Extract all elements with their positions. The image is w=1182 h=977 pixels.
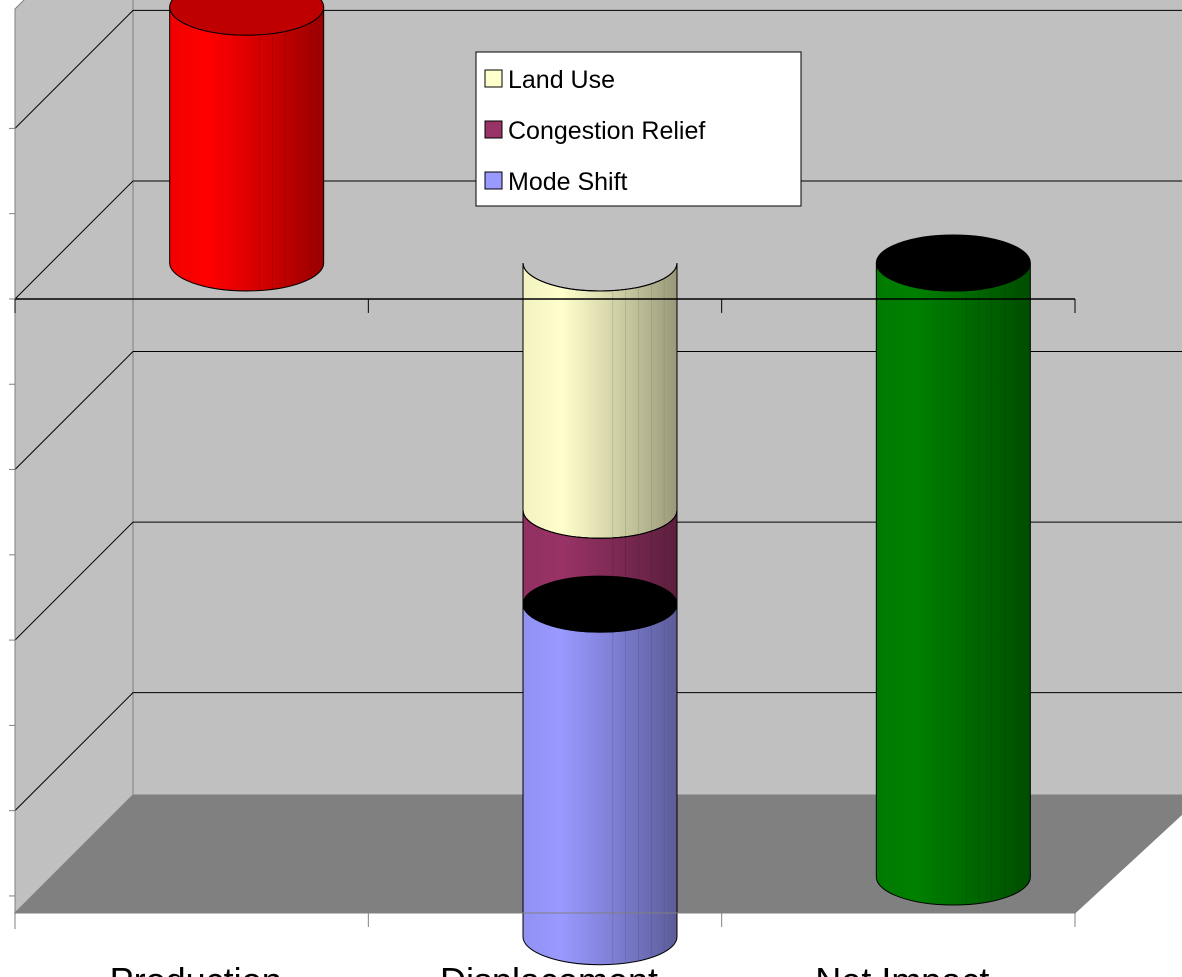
legend: Land Use Congestion Relief Mode Shift — [475, 51, 802, 207]
bar-0-series-3-cap — [169, 0, 325, 36]
bar-2-series-4 — [875, 234, 1031, 906]
bar-1-series-1-seam — [522, 510, 678, 539]
category-label: Production — [110, 960, 282, 977]
side-wall — [14, 0, 134, 915]
bar-1-series-0-body — [522, 262, 678, 539]
bar-1-series-2-cap — [522, 575, 678, 633]
bar-0-series-3-body — [169, 7, 325, 292]
bar-1-series-0-seam — [522, 262, 678, 292]
legend-swatch — [484, 171, 503, 190]
bar-1-series-2 — [522, 575, 678, 966]
axes — [9, 94, 1076, 929]
gridlines — [14, 9, 1182, 812]
legend-swatch — [484, 69, 503, 88]
bar-2-series-4-body — [875, 262, 1031, 906]
category-label: Net Impact — [815, 960, 989, 977]
bar-1-series-0 — [522, 262, 678, 539]
legend-label: Congestion Relief — [508, 117, 705, 145]
bars — [169, 0, 1031, 966]
bar-0-series-3 — [169, 0, 325, 292]
legend-label: Land Use — [508, 66, 615, 94]
category-label: Displacement — [440, 960, 658, 977]
zero-line — [14, 180, 1182, 300]
legend-label: Mode Shift — [508, 168, 628, 196]
gridline — [14, 9, 1182, 129]
gridline — [14, 692, 1182, 812]
gridline — [14, 351, 1182, 470]
bar-2-series-4-cap — [875, 234, 1031, 292]
legend-swatch — [484, 120, 503, 139]
gridline — [14, 521, 1182, 641]
legend-box — [475, 51, 802, 207]
category-labels: Production Displacement Net Impact — [110, 960, 990, 977]
bar-1-series-2-body — [522, 604, 678, 966]
